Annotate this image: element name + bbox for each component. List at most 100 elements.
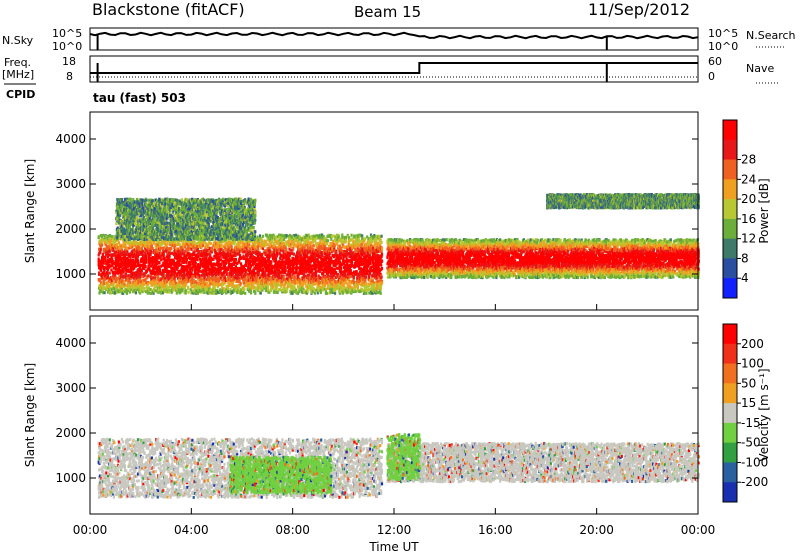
data-cell: [109, 259, 112, 263]
data-cell: [157, 291, 160, 294]
data-cell: [166, 273, 169, 277]
data-cell: [233, 242, 236, 246]
data-cell: [150, 250, 153, 254]
data-cell: [118, 276, 121, 280]
data-cell: [121, 264, 124, 268]
data-cell: [215, 292, 218, 295]
data-cell: [111, 261, 114, 265]
data-cell: [295, 269, 298, 273]
data-cell: [196, 289, 199, 293]
data-cell: [157, 272, 160, 276]
data-cell: [176, 266, 179, 270]
data-cell: [162, 272, 165, 276]
data-cell: [155, 252, 159, 256]
data-cell: [122, 283, 125, 287]
freq-line: [90, 62, 698, 74]
data-cell: [170, 266, 173, 270]
data-cell: [128, 290, 131, 294]
data-cell: [212, 257, 215, 261]
data-cell: [98, 273, 101, 276]
data-cell: [203, 239, 206, 243]
data-cell: [179, 246, 182, 250]
data-cell: [217, 256, 221, 260]
data-cell: [120, 279, 123, 282]
data-cell: [207, 245, 210, 249]
data-cell: [137, 284, 140, 288]
data-cell: [122, 257, 126, 261]
power-heatmap: [97, 193, 700, 295]
data-cell: [220, 258, 223, 262]
data-cell: [189, 270, 192, 274]
data-cell: [154, 276, 157, 280]
data-cell: [231, 254, 234, 257]
data-cell: [222, 239, 225, 243]
data-cell: [194, 261, 197, 265]
data-cell: [168, 251, 171, 255]
data-cell: [152, 268, 155, 272]
data-cell: [149, 256, 152, 260]
data-cell: [101, 235, 104, 239]
freq-label-line2: [MHz]: [2, 68, 34, 81]
data-cell: [238, 251, 241, 255]
data-cell: [158, 248, 161, 252]
data-cell: [148, 288, 151, 292]
data-cell: [188, 242, 191, 246]
data-cell: [171, 243, 175, 247]
cpid-label: CPID: [6, 88, 35, 101]
data-cell: [111, 263, 114, 267]
data-cell: [131, 271, 134, 275]
data-cell: [189, 263, 192, 267]
data-cell: [210, 257, 213, 261]
data-cell: [128, 270, 131, 274]
data-cell: [156, 266, 159, 269]
data-cell: [108, 288, 111, 292]
data-cell: [223, 290, 226, 293]
data-cell: [181, 251, 184, 255]
data-cell: [248, 247, 251, 251]
data-cell: [234, 259, 237, 263]
data-cell: [259, 291, 262, 295]
data-cell: [178, 243, 181, 247]
data-cell: [208, 275, 211, 278]
data-cell: [201, 249, 204, 253]
data-cell: [101, 243, 104, 247]
data-cell: [106, 235, 110, 238]
data-cell: [101, 252, 104, 256]
data-cell: [110, 245, 113, 249]
data-cell: [120, 245, 123, 249]
data-cell: [215, 253, 218, 257]
data-cell: [122, 275, 125, 279]
data-cell: [208, 285, 211, 289]
data-cell: [102, 261, 105, 265]
data-cell: [207, 259, 210, 263]
data-cell: [238, 278, 241, 282]
nave-tick-top: 60: [708, 55, 722, 68]
data-cell: [292, 266, 295, 270]
data-cell: [205, 256, 208, 260]
data-cell: [204, 286, 207, 290]
data-cell: [112, 284, 115, 288]
data-cell: [169, 275, 172, 279]
data-cell: [122, 256, 125, 260]
data-cell: [319, 239, 322, 242]
data-cell: [329, 242, 332, 245]
data-cell: [226, 252, 229, 256]
data-cell: [139, 250, 142, 254]
data-cell: [234, 240, 237, 244]
data-cell: [203, 251, 206, 255]
data-cell: [227, 261, 230, 265]
data-cell: [312, 244, 315, 248]
data-cell: [198, 290, 202, 294]
data-cell: [111, 243, 114, 247]
data-cell: [148, 245, 151, 249]
data-cell: [219, 288, 222, 292]
data-cell: [106, 272, 109, 276]
data-cell: [161, 241, 164, 245]
data-cell: [220, 247, 223, 251]
data-cell: [183, 271, 186, 274]
data-cell: [174, 248, 177, 252]
data-cell: [160, 273, 163, 276]
data-cell: [143, 272, 146, 276]
data-cell: [207, 257, 210, 261]
data-cell: [160, 264, 163, 268]
